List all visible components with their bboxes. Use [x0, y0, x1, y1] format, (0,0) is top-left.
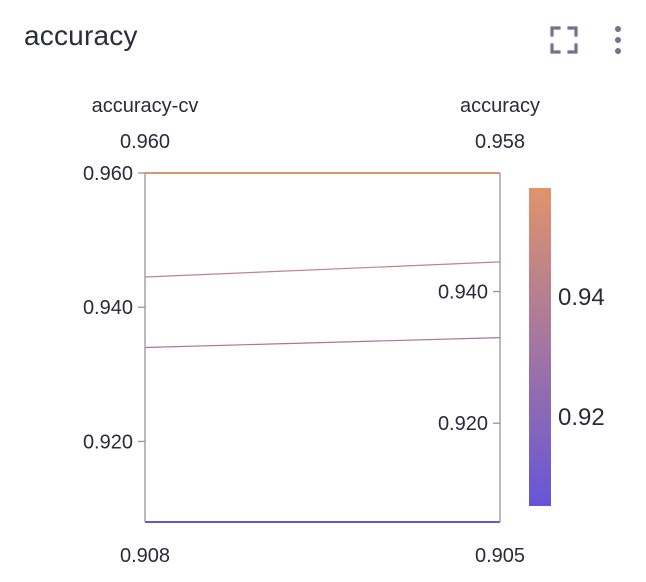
data-line [144, 261, 501, 278]
axis-tick-label: 0.920 [438, 413, 488, 435]
dimension-top-value: 0.960 [120, 131, 170, 153]
dimension-bottom-value: 0.908 [120, 545, 170, 567]
panel-title: accuracy [24, 20, 138, 51]
colorbar-tick-label: 0.92 [558, 404, 605, 431]
fullscreen-icon [550, 26, 578, 54]
axis-tick-label: 0.940 [83, 297, 133, 319]
fullscreen-button[interactable] [546, 22, 582, 58]
dimension-label: accuracy-cv [92, 95, 199, 117]
dimension-label: accuracy [460, 95, 540, 117]
dimension-bottom-value: 0.905 [475, 545, 525, 567]
more-menu-button[interactable] [600, 22, 636, 58]
colorbar-tick-label: 0.94 [558, 284, 605, 311]
data-line [144, 337, 501, 349]
axis-tick-label: 0.940 [438, 282, 488, 304]
dimension-top-value: 0.958 [475, 131, 525, 153]
axis-tick-label: 0.920 [83, 431, 133, 453]
axis-tick-label: 0.960 [83, 163, 133, 185]
colorbar [529, 188, 551, 506]
more-vertical-icon [615, 26, 621, 54]
